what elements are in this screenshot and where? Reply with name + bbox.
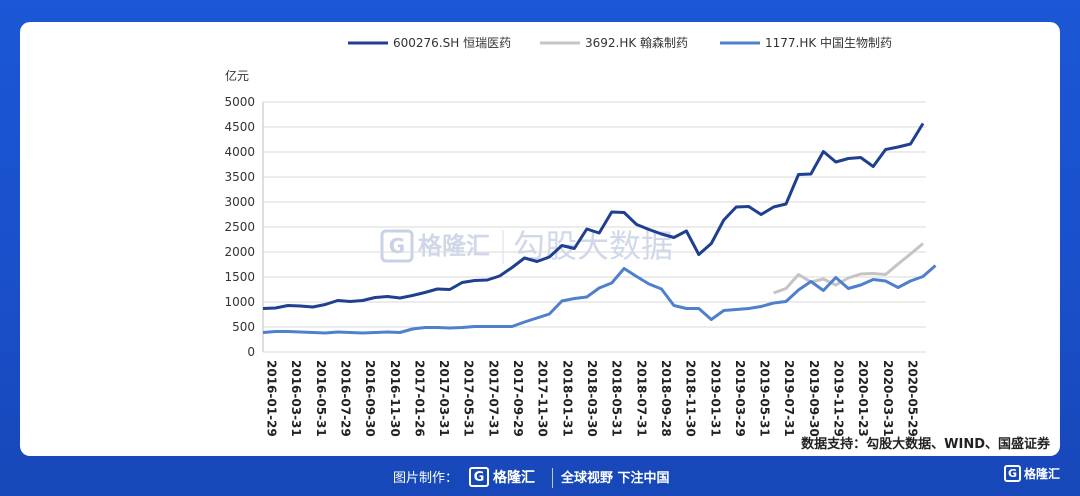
corner-logo: G 格隆汇 xyxy=(1004,465,1060,482)
x-tick-label: 2019-03-29 xyxy=(733,360,747,437)
x-tick-label: 2018-01-31 xyxy=(560,360,574,437)
source-note: 数据支持：勾股大数据、WIND、国盛证券 xyxy=(801,436,1051,452)
x-tick-label: 2020-03-31 xyxy=(881,360,895,437)
x-tick-label: 2016-11-30 xyxy=(388,360,402,437)
footer-brand-name: 格隆汇 xyxy=(493,470,535,486)
x-tick-label: 2016-07-29 xyxy=(338,360,352,437)
x-tick-label: 2019-11-29 xyxy=(832,360,846,437)
x-tick-label: 2018-05-31 xyxy=(610,360,624,437)
line-chart: G 格隆汇 勾股大数据 0 500 1000 1500 2000 2500 3000 3500 400… xyxy=(224,35,1051,452)
footer-logo: G 格隆汇 xyxy=(469,464,547,490)
footer-label: 图片制作： xyxy=(393,471,459,486)
y-tick-label: 1500 xyxy=(224,270,255,284)
x-tick-label: 2016-09-30 xyxy=(363,360,377,437)
x-tick-label: 2019-01-31 xyxy=(708,360,722,437)
x-tick-label: 2018-03-30 xyxy=(585,360,599,437)
watermark-logo-icon xyxy=(380,229,414,263)
watermark-text: 勾股大数据 xyxy=(513,227,673,265)
y-axis-label: 亿元 xyxy=(225,68,249,83)
watermark-logo-letter: G xyxy=(389,234,405,258)
x-tick-label: 2016-03-31 xyxy=(289,360,303,437)
legend-label-2: 3692.HK 翰森制药 xyxy=(585,35,688,50)
x-tick-label: 2017-09-29 xyxy=(511,360,525,437)
x-tick-label: 2017-03-31 xyxy=(437,360,451,437)
series-line-3 xyxy=(262,264,937,335)
footer-bar: 图片制作： G 格隆汇 全球视野 下注中国 G 格隆汇 xyxy=(0,458,1080,496)
x-tick-label: 2020-05-29 xyxy=(906,360,920,437)
legend-label-3: 1177.HK 中国生物制药 xyxy=(765,35,892,50)
x-tick-label: 2016-05-31 xyxy=(314,360,328,437)
y-tick-label: 4000 xyxy=(224,145,255,159)
x-tick-label: 2019-07-31 xyxy=(782,360,796,437)
series-line-2 xyxy=(773,242,924,295)
series-line-1 xyxy=(262,122,925,310)
x-tick-label: 2020-01-23 xyxy=(856,360,870,437)
footer-slogan: 全球视野 下注中国 xyxy=(561,471,670,486)
watermark-brand: 格隆汇 xyxy=(418,232,490,260)
x-tick-label: 2016-01-29 xyxy=(265,360,279,437)
chart-card: G 格隆汇 勾股大数据 0 500 1000 1500 2000 2500 3000 3500 400… xyxy=(20,22,1060,456)
x-tick-label: 2019-05-31 xyxy=(758,360,772,437)
x-tick-label: 2018-09-28 xyxy=(659,360,673,437)
x-tick-label: 2017-01-26 xyxy=(412,360,426,437)
x-tick-label: 2018-11-30 xyxy=(684,360,698,437)
x-tick-label: 2017-05-31 xyxy=(462,360,476,437)
corner-logo-icon: G xyxy=(1004,465,1021,482)
y-tick-label: 0 xyxy=(247,345,255,359)
x-tick-label: 2018-07-31 xyxy=(634,360,648,437)
y-tick-label: 5000 xyxy=(224,95,255,109)
corner-brand-name: 格隆汇 xyxy=(1024,467,1061,481)
brand-logo-icon: G xyxy=(469,467,489,487)
y-tick-label: 4500 xyxy=(224,120,255,134)
legend-label-1: 600276.SH 恒瑞医药 xyxy=(393,36,511,50)
y-tick-label: 500 xyxy=(232,320,255,334)
y-tick-label: 3000 xyxy=(224,195,255,209)
y-tick-label: 3500 xyxy=(224,170,255,184)
x-tick-label: 2017-11-30 xyxy=(536,360,550,437)
footer-separator xyxy=(552,468,553,488)
x-tick-label: 2019-09-30 xyxy=(807,360,821,437)
y-tick-label: 2500 xyxy=(224,220,255,234)
x-tick-label: 2017-07-31 xyxy=(486,360,500,437)
y-tick-label: 1000 xyxy=(224,295,255,309)
y-tick-label: 2000 xyxy=(224,245,255,259)
